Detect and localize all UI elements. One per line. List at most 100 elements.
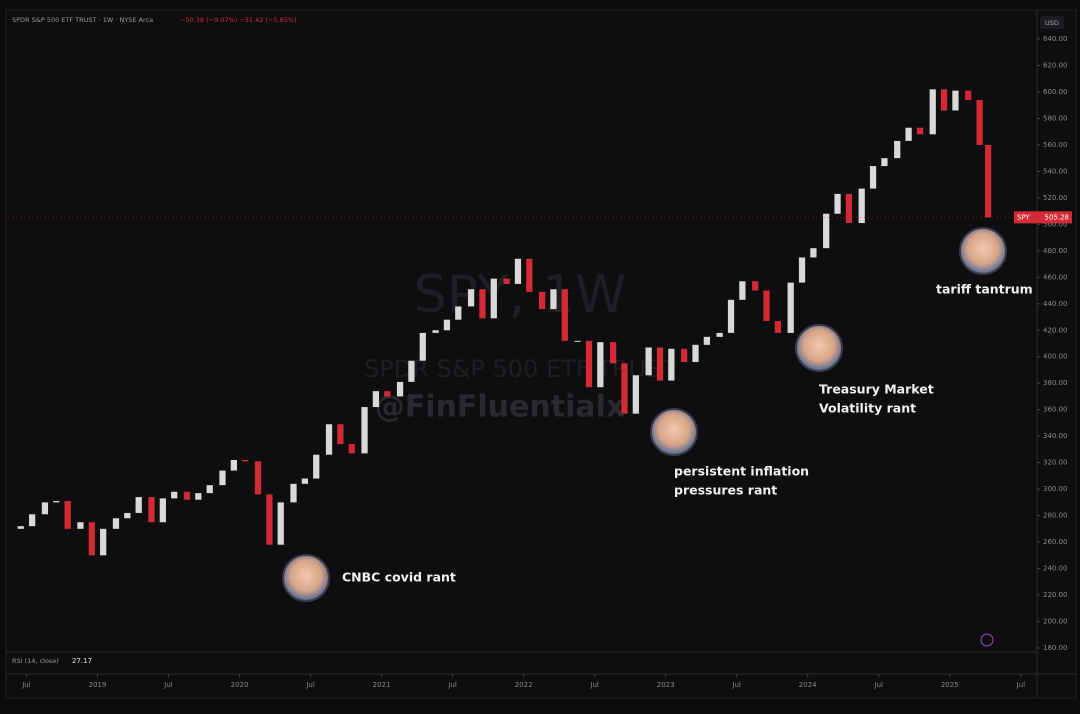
candle-body — [396, 381, 404, 397]
y-tick-label: 620.00 — [1043, 61, 1068, 69]
candle-body — [798, 257, 806, 283]
candle-body — [325, 424, 333, 455]
candle-body — [455, 306, 462, 320]
candle-body — [526, 258, 533, 292]
candle-body — [834, 193, 841, 214]
y-tick-label: 540.00 — [1043, 167, 1068, 175]
candle-body — [823, 213, 830, 249]
candle-body — [976, 99, 983, 145]
candle-body — [124, 512, 131, 519]
candle-body — [467, 289, 475, 307]
candle-body — [574, 340, 581, 342]
x-tick-label: 2023 — [657, 681, 675, 689]
face — [795, 324, 843, 372]
x-tick-label: 2021 — [373, 681, 391, 689]
face — [959, 227, 1007, 275]
last-price: 505.28 — [1045, 213, 1070, 221]
candle-body — [348, 444, 355, 454]
x-tick-label: Jul — [1016, 681, 1026, 689]
y-tick-label: 340.00 — [1043, 432, 1068, 440]
annotation: pressures rant — [674, 483, 777, 498]
candle-body — [739, 281, 746, 300]
x-tick-label: Jul — [305, 681, 315, 689]
candle-body — [313, 454, 320, 479]
candle-body — [645, 347, 652, 376]
candle-body — [171, 491, 178, 499]
last-price-box — [1014, 211, 1072, 224]
x-tick-label: Jul — [731, 681, 741, 689]
candle-body — [148, 497, 155, 523]
candle-body — [538, 291, 546, 310]
watermark-handle: @FinFluentialx — [375, 390, 625, 425]
candle-body — [597, 342, 604, 388]
candle-body — [550, 289, 557, 310]
x-tick-label: Jul — [447, 681, 457, 689]
currency: USD — [1045, 19, 1059, 27]
annotation: tariff tantrum — [936, 282, 1033, 297]
candle-body — [77, 522, 84, 529]
annotation-faces — [282, 227, 1007, 602]
candle-body — [254, 461, 262, 495]
candle-body — [703, 336, 710, 345]
header: SPDR S&P 500 ETF TRUST · 1W · NYSE Arca — [12, 16, 153, 24]
symbol: SPY — [1017, 213, 1031, 221]
candle-body — [869, 166, 877, 189]
candle-body — [845, 193, 853, 224]
candle-body — [277, 502, 284, 545]
candle-body — [230, 460, 237, 471]
alert-icon[interactable] — [980, 633, 994, 647]
candle-body — [490, 278, 497, 319]
candle-body — [503, 278, 510, 284]
y-tick-label: 400.00 — [1043, 353, 1068, 361]
candle-body — [443, 319, 451, 331]
chart-frame — [5, 9, 1077, 699]
y-tick-label: 440.00 — [1043, 300, 1068, 308]
x-tick-label: Jul — [589, 681, 599, 689]
candle-body — [408, 360, 415, 382]
x-tick-label: 2022 — [515, 681, 533, 689]
x-tick-label: Jul — [874, 681, 884, 689]
candle-body — [372, 391, 380, 408]
x-tick-label: 2024 — [799, 681, 817, 689]
x-tick-label: Jul — [163, 681, 173, 689]
annotation: Treasury Market — [819, 382, 934, 397]
candle-body — [41, 502, 49, 515]
y-tick-label: 380.00 — [1043, 379, 1068, 387]
candle-body — [881, 158, 888, 167]
y-tick-label: 640.00 — [1043, 35, 1068, 43]
candle-body — [17, 526, 24, 529]
candle-body — [419, 332, 426, 361]
annotation: Volatility rant — [819, 401, 916, 416]
x-tick-label: 2020 — [231, 681, 249, 689]
candle-body — [905, 127, 912, 141]
candle-body — [984, 144, 992, 218]
candle-body — [206, 485, 213, 494]
candle-body — [752, 281, 759, 291]
y-tick-label: 360.00 — [1043, 406, 1068, 414]
candle-body — [432, 330, 439, 333]
y-tick-label: 480.00 — [1043, 247, 1068, 255]
indicator-value: 27.17 — [72, 657, 92, 665]
y-tick-label: 200.00 — [1043, 618, 1068, 626]
candle-body — [514, 258, 522, 284]
annotation: CNBC covid rant — [342, 570, 456, 585]
candle-body — [361, 407, 368, 454]
candle-body — [858, 188, 865, 224]
candle-body — [916, 127, 924, 135]
y-tick-label: 260.00 — [1043, 538, 1068, 546]
y-tick-label: 220.00 — [1043, 591, 1068, 599]
candle-body — [656, 347, 664, 381]
candle-body — [88, 522, 95, 556]
candle-body — [585, 340, 593, 388]
y-tick-label: 600.00 — [1043, 88, 1068, 96]
candle-body — [53, 501, 60, 503]
face — [650, 408, 698, 456]
face — [282, 554, 330, 602]
candle-body — [894, 140, 901, 159]
candle-body — [384, 391, 391, 397]
y-tick-label: 460.00 — [1043, 273, 1068, 281]
candle-body — [135, 497, 142, 513]
candle-body — [219, 470, 226, 486]
y-tick-label: 240.00 — [1043, 565, 1068, 573]
